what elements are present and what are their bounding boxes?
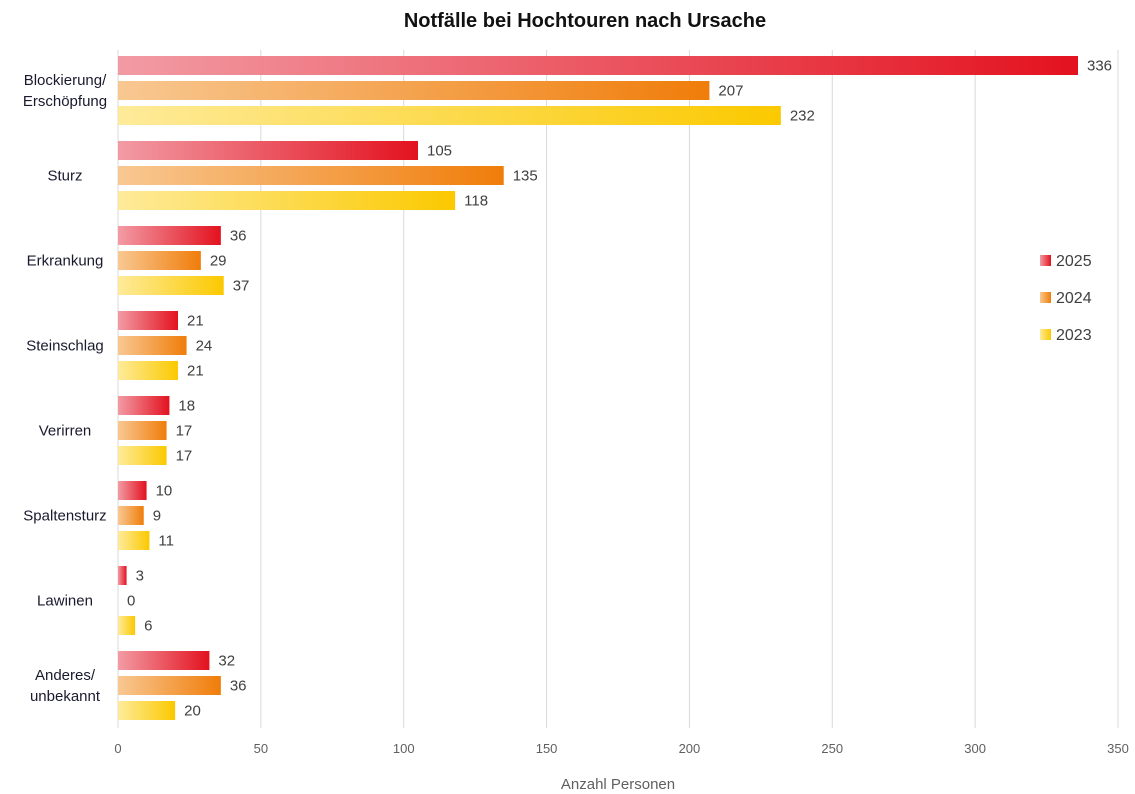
bar-2024 <box>118 676 221 695</box>
bar-2023 <box>118 531 150 550</box>
bar-2025 <box>118 481 147 500</box>
data-label: 336 <box>1087 58 1112 75</box>
data-label: 17 <box>176 423 193 440</box>
category-label: Lawinen <box>37 593 93 610</box>
bar-2025 <box>118 396 170 415</box>
bar-2025 <box>118 226 221 245</box>
data-label: 11 <box>158 533 174 550</box>
bar-2023 <box>118 361 178 380</box>
data-label: 24 <box>196 338 213 355</box>
data-label: 21 <box>187 363 204 380</box>
chart-title: Notfälle bei Hochtouren nach Ursache <box>404 10 766 32</box>
x-tick-label: 200 <box>679 741 701 756</box>
labels: 0 50 100 150 200 250 300 350Blockierung/Erschöp… <box>23 58 1129 757</box>
data-label: 32 <box>218 653 235 670</box>
legend: 2025 2024 2023 <box>1040 253 1092 344</box>
data-label: 135 <box>513 168 538 185</box>
grid <box>117 50 1119 728</box>
data-label: 9 <box>153 508 161 525</box>
x-tick-label: 0 <box>114 741 121 756</box>
data-label: 0 <box>127 593 135 610</box>
category-label: Verirren <box>39 423 92 440</box>
category-label: Anderes/unbekannt <box>30 667 101 705</box>
data-label: 21 <box>187 313 204 330</box>
bar-2025 <box>118 566 127 585</box>
x-axis-title: Anzahl Personen <box>561 776 675 793</box>
legend-swatch-2025 <box>1040 255 1051 266</box>
category-label: Steinschlag <box>26 338 104 355</box>
bar-2023 <box>118 446 167 465</box>
data-label: 37 <box>233 278 250 295</box>
legend-label: 2025 <box>1056 253 1092 270</box>
data-label: 36 <box>230 228 247 245</box>
x-tick-label: 350 <box>1107 741 1129 756</box>
bar-2023 <box>118 701 176 720</box>
bar-2024 <box>118 166 504 185</box>
data-label: 207 <box>718 83 743 100</box>
data-label: 10 <box>156 483 173 500</box>
bar-2025 <box>118 141 418 160</box>
x-tick-label: 300 <box>964 741 986 756</box>
bar-2023 <box>118 276 224 295</box>
legend-swatch-2024 <box>1040 292 1051 303</box>
data-label: 3 <box>136 568 144 585</box>
bar-2025 <box>118 651 210 670</box>
x-tick-label: 150 <box>536 741 558 756</box>
x-tick-label: 250 <box>821 741 843 756</box>
x-tick-label: 50 <box>254 741 268 756</box>
bar-2024 <box>118 421 167 440</box>
bars <box>118 56 1078 720</box>
data-label: 18 <box>178 398 195 415</box>
bar-2025 <box>118 56 1078 75</box>
bar-2025 <box>118 311 178 330</box>
bar-2023 <box>118 191 456 210</box>
legend-label: 2023 <box>1056 327 1092 344</box>
category-label: Sturz <box>47 168 82 185</box>
bar-2024 <box>118 81 710 100</box>
x-tick-label: 100 <box>393 741 415 756</box>
data-label: 17 <box>176 448 193 465</box>
legend-swatch-2023 <box>1040 329 1051 340</box>
bar-2024 <box>118 336 187 355</box>
category-label: Erkrankung <box>27 253 104 270</box>
bar-2024 <box>118 251 201 270</box>
category-label: Blockierung/Erschöpfung <box>23 72 107 110</box>
bar-2023 <box>118 106 781 125</box>
data-label: 29 <box>210 253 227 270</box>
bar-2024 <box>118 506 144 525</box>
data-label: 6 <box>144 618 152 635</box>
data-label: 20 <box>184 703 201 720</box>
bar-2023 <box>118 616 136 635</box>
data-label: 232 <box>790 108 815 125</box>
data-label: 118 <box>464 193 488 210</box>
legend-label: 2024 <box>1056 290 1092 307</box>
data-label: 105 <box>427 143 452 160</box>
category-label: Spaltensturz <box>23 508 106 525</box>
data-label: 36 <box>230 678 247 695</box>
